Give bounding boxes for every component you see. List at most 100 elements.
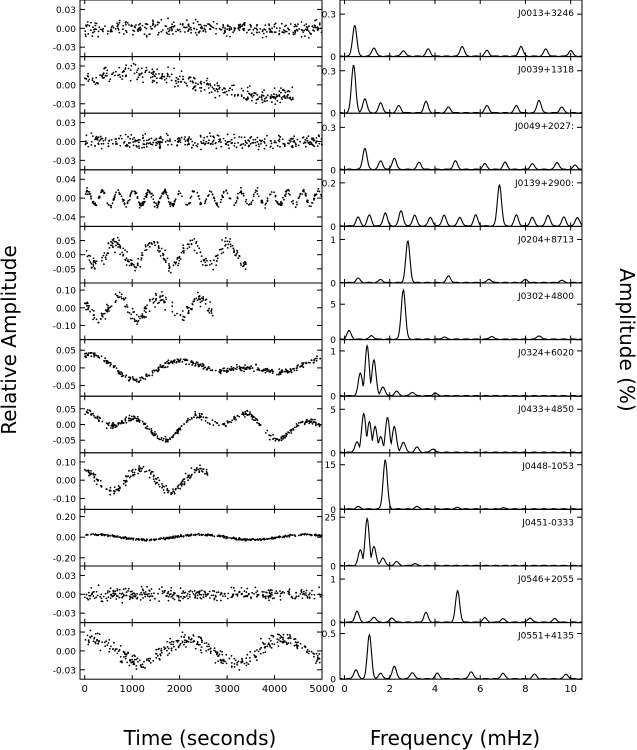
data-point [288,90,291,93]
data-point [153,80,156,82]
data-point [247,139,250,142]
data-point [266,645,269,648]
data-point [161,485,164,487]
data-point [155,481,158,484]
data-point [261,91,264,94]
data-point [119,134,122,137]
data-point [164,141,167,143]
data-point [297,144,300,147]
data-point [168,270,170,272]
data-point [85,140,87,143]
data-point [183,423,185,425]
data-point [168,536,171,539]
data-point [248,203,251,205]
data-point [269,593,272,595]
data-point [282,640,285,642]
data-point [281,435,284,437]
data-point [142,134,144,137]
data-point [87,643,90,646]
data-point [213,199,216,202]
data-point [260,94,263,96]
data-point [197,636,200,638]
data-point [282,436,285,439]
data-point [292,31,295,34]
data-point [159,77,162,79]
data-point [88,78,91,81]
data-point [123,299,125,301]
data-point [158,588,161,590]
data-point [264,369,267,372]
data-point [121,75,124,77]
data-point [321,534,323,537]
data-point [211,141,214,143]
data-point [203,258,206,261]
data-point [100,259,103,262]
data-point [282,29,285,31]
data-point [286,90,289,93]
data-point [233,589,236,592]
data-point [281,89,284,91]
data-point [121,373,123,376]
data-point [263,591,265,593]
data-point [287,642,290,645]
data-point [274,439,277,442]
data-point [166,75,169,78]
data-point [260,637,262,640]
data-point [264,203,267,206]
data-point [128,146,131,149]
data-point [142,136,145,139]
data-point [135,313,138,316]
data-point [250,94,253,97]
data-point [293,644,296,647]
data-point [169,205,172,208]
data-point [160,647,163,650]
data-point [128,24,130,26]
data-point [256,187,259,189]
data-point [124,417,127,420]
data-point [170,587,173,589]
data-point [99,74,101,77]
data-point [134,379,137,382]
data-point [225,425,228,428]
data-point [209,301,212,303]
data-point [177,192,180,195]
data-point [152,478,155,481]
data-point [187,597,189,600]
data-point [304,139,307,141]
data-point [105,422,108,424]
data-point [320,31,323,34]
data-point [149,142,152,144]
data-point [121,592,124,595]
data-point [194,31,197,34]
data-point [269,193,272,196]
data-point [250,596,252,599]
data-point [308,593,310,596]
data-point [150,588,153,590]
data-point [213,136,216,139]
data-point [97,419,100,422]
data-point [305,592,307,594]
data-point [105,254,108,256]
data-point [291,144,294,147]
data-point [194,362,197,365]
data-point [151,243,154,246]
data-point [242,28,245,31]
data-point [166,646,169,648]
data-point [153,241,156,244]
data-point [318,653,321,655]
data-point [218,27,221,30]
data-point [223,592,226,595]
data-point [249,650,252,653]
data-point [90,413,92,416]
data-point [289,141,292,143]
data-point [196,533,199,536]
data-point [139,376,141,379]
data-point [112,26,115,29]
data-point [305,137,308,140]
data-point [202,596,205,599]
data-point [163,75,166,78]
y-tick-label: 5 [330,406,336,416]
data-point [94,202,96,204]
data-point [276,638,279,640]
data-point [233,418,236,421]
